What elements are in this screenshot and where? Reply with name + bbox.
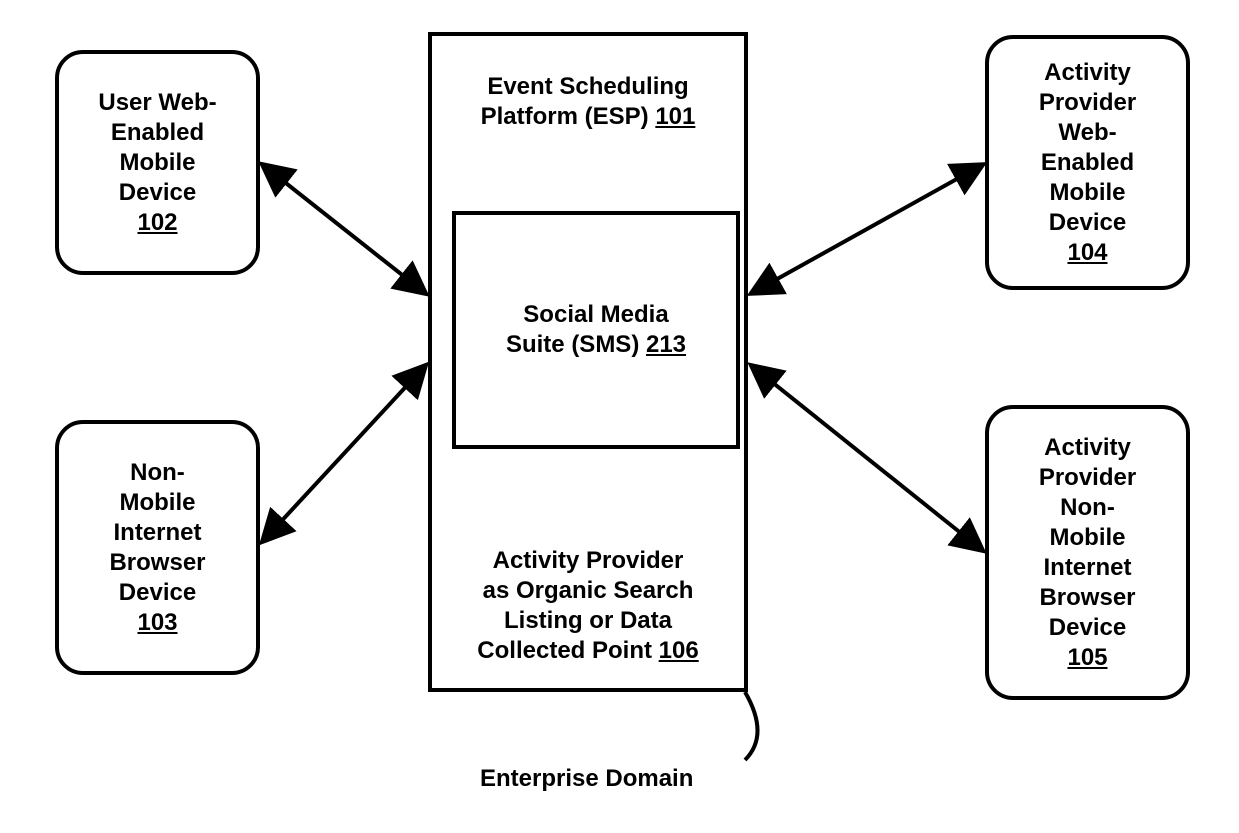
text-line: Internet (113, 519, 201, 546)
node-non-mobile-internet-browser-device: Non- Mobile Internet Browser Device 103 (55, 420, 260, 675)
text-line: Mobile (1050, 524, 1126, 551)
text-line: Device (119, 579, 196, 606)
caption-enterprise-domain: Enterprise Domain (480, 765, 693, 793)
text-line: Collected Point (477, 637, 652, 664)
caption-text: Enterprise Domain (480, 765, 693, 792)
text-line: Device (1049, 614, 1126, 641)
text-line: Non- (130, 459, 185, 486)
node-activity-provider-web-enabled-mobile-device: Activity Provider Web- Enabled Mobile De… (985, 35, 1190, 290)
node-label: Activity Provider Web- Enabled Mobile De… (1039, 58, 1136, 268)
connector-arrow (263, 366, 425, 541)
reference-number: 105 (1067, 644, 1107, 671)
reference-number: 103 (137, 609, 177, 636)
text-line: Enabled (111, 119, 204, 146)
connector-arrow (752, 165, 982, 293)
reference-number: 104 (1067, 239, 1107, 266)
node-activity-provider-non-mobile-internet-browser-device: Activity Provider Non- Mobile Internet B… (985, 405, 1190, 700)
reference-number: 101 (655, 103, 695, 130)
text-line: Mobile (119, 149, 195, 176)
text-line: as Organic Search (483, 577, 694, 604)
text-line: Event Scheduling (487, 73, 688, 100)
text-line: Web- (1058, 119, 1116, 146)
text-line: Non- (1060, 494, 1115, 521)
text-line: Mobile (119, 489, 195, 516)
node-event-scheduling-platform: Event Scheduling Platform (ESP) 101 Soci… (428, 32, 748, 692)
text-line: User Web- (98, 89, 216, 116)
text-line: Mobile (1050, 179, 1126, 206)
esp-bottom-text: Activity Provider as Organic Search List… (432, 546, 744, 666)
esp-title: Event Scheduling Platform (ESP) 101 (481, 72, 696, 132)
text-line: Enabled (1041, 149, 1134, 176)
node-social-media-suite: Social Media Suite (SMS) 213 (452, 211, 740, 449)
connector-arrow (263, 165, 425, 293)
text-line: Provider (1039, 89, 1136, 116)
text-line: Platform (ESP) (481, 103, 649, 130)
node-label: Social Media Suite (SMS) 213 (506, 300, 686, 360)
node-user-web-enabled-mobile-device: User Web- Enabled Mobile Device 102 (55, 50, 260, 275)
text-line: Internet (1043, 554, 1131, 581)
text-line: Activity (1044, 59, 1131, 86)
node-label: Activity Provider Non- Mobile Internet B… (1039, 433, 1136, 673)
reference-number: 106 (659, 637, 699, 664)
text-line: Social Media (523, 301, 668, 328)
text-line: Activity (1044, 434, 1131, 461)
text-line: Activity Provider (493, 547, 684, 574)
reference-number: 102 (137, 209, 177, 236)
text-line: Browser (1039, 584, 1135, 611)
reference-number: 213 (646, 331, 686, 358)
text-line: Device (119, 179, 196, 206)
text-line: Provider (1039, 464, 1136, 491)
diagram-stage: User Web- Enabled Mobile Device 102 Non-… (0, 0, 1239, 833)
text-line: Listing or Data (504, 607, 672, 634)
node-label: Non- Mobile Internet Browser Device 103 (109, 458, 205, 638)
text-line: Browser (109, 549, 205, 576)
node-label: User Web- Enabled Mobile Device 102 (98, 88, 216, 238)
connector-arrow (752, 366, 982, 550)
text-line: Device (1049, 209, 1126, 236)
bracket-curve (745, 692, 758, 760)
text-line: Suite (SMS) (506, 331, 639, 358)
